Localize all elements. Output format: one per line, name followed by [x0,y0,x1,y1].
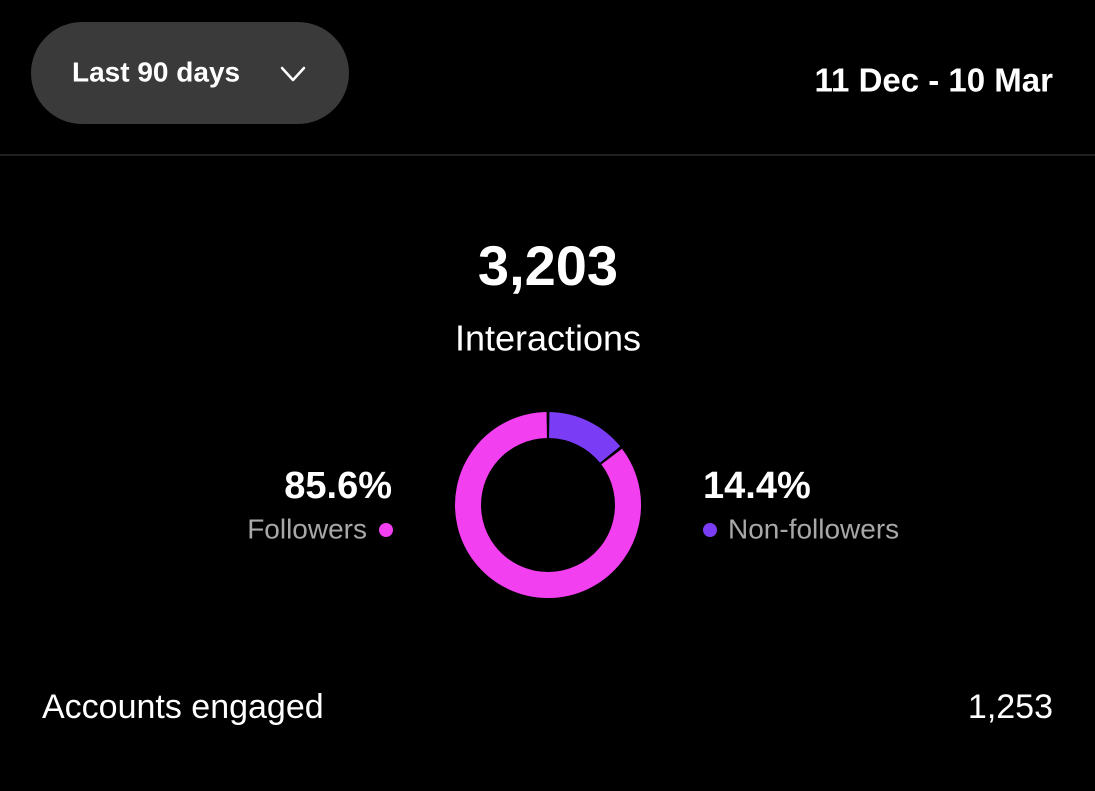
footer-label: Accounts engaged [42,688,324,726]
legend-value: 85.6% [284,465,392,507]
legend-dot [703,523,717,537]
legend-label: Non-followers [728,513,899,544]
total-value: 3,203 [478,234,618,297]
chevron-icon[interactable] [280,66,306,82]
donut-segment [548,412,621,464]
period-label[interactable]: Last 90 days [72,56,240,87]
donut-segment [455,412,641,598]
footer-value: 1,253 [968,688,1053,726]
legend-value: 14.4% [703,465,811,507]
date-range: 11 Dec - 10 Mar [815,62,1054,99]
period-button-bg[interactable] [31,22,349,124]
legend-dot [379,523,393,537]
period-button[interactable]: Last 90 days [31,22,349,124]
total-label: Interactions [455,318,641,359]
legend-label: Followers [247,513,367,544]
